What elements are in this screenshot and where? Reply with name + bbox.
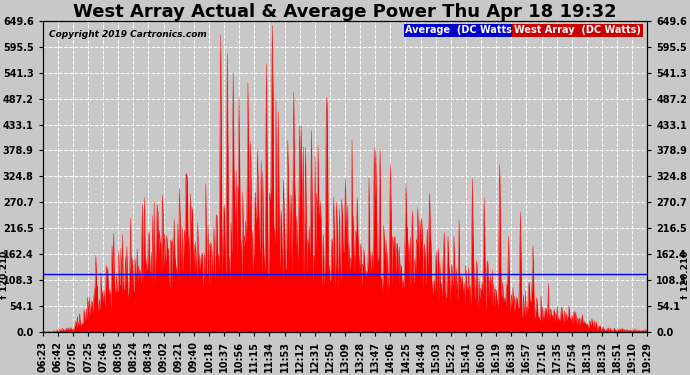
Text: † 120.210: † 120.210 (1, 251, 10, 298)
Text: † 120.210: † 120.210 (680, 251, 689, 298)
Title: West Array Actual & Average Power Thu Apr 18 19:32: West Array Actual & Average Power Thu Ap… (73, 3, 617, 21)
Text: West Array  (DC Watts): West Array (DC Watts) (514, 26, 641, 36)
Text: Copyright 2019 Cartronics.com: Copyright 2019 Cartronics.com (49, 30, 206, 39)
Text: Average  (DC Watts): Average (DC Watts) (406, 26, 517, 36)
